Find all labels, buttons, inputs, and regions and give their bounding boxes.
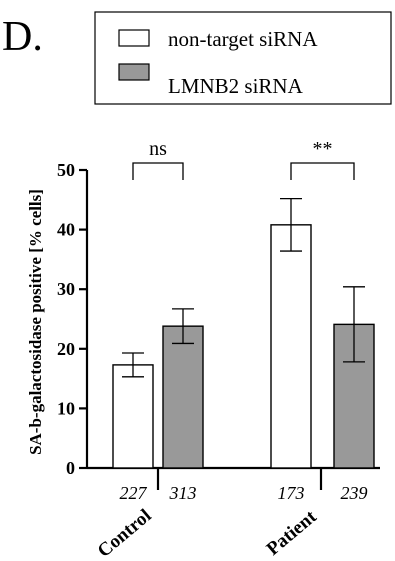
count-labels: 227 313 173 239 — [120, 483, 368, 503]
y-axis-title: SA-b-galactosidase positive [% cells] — [26, 189, 45, 455]
significance-brackets: ns ** — [132, 138, 355, 180]
count-label: 227 — [120, 483, 148, 503]
legend-label-lmnb2: LMNB2 siRNA — [168, 74, 304, 98]
significance-bracket — [132, 162, 184, 180]
legend-label-non-target: non-target siRNA — [168, 27, 318, 51]
y-tick-label: 20 — [57, 339, 75, 359]
count-label: 313 — [169, 483, 197, 503]
count-label: 239 — [341, 483, 368, 503]
significance-label: ns — [149, 138, 167, 160]
y-tick-label: 10 — [57, 398, 75, 418]
panel-label: D. — [2, 14, 43, 60]
axes: 0 10 20 30 40 50 — [57, 160, 380, 490]
group-label-patient: Patient — [263, 506, 321, 560]
bar-control-series-1 — [162, 325, 204, 469]
legend-box — [94, 11, 392, 105]
group-labels: Control Patient — [94, 505, 321, 561]
group-label-control: Control — [94, 505, 156, 561]
legend-swatch-non-target — [118, 29, 150, 47]
legend-swatch-lmnb2 — [118, 63, 150, 81]
significance-label: ** — [313, 138, 333, 160]
bars — [112, 224, 375, 469]
count-label: 173 — [278, 483, 305, 503]
y-tick-label: 40 — [57, 220, 75, 240]
y-tick-label: 30 — [57, 279, 75, 299]
y-tick-label: 0 — [66, 458, 75, 478]
significance-bracket — [290, 162, 355, 180]
error-bars — [122, 197, 365, 378]
bar-patient-series-0 — [270, 224, 312, 469]
legend: non-target siRNA LMNB2 siRNA — [94, 11, 392, 105]
y-tick-label: 50 — [57, 160, 75, 180]
bar-control-series-0 — [112, 364, 154, 469]
